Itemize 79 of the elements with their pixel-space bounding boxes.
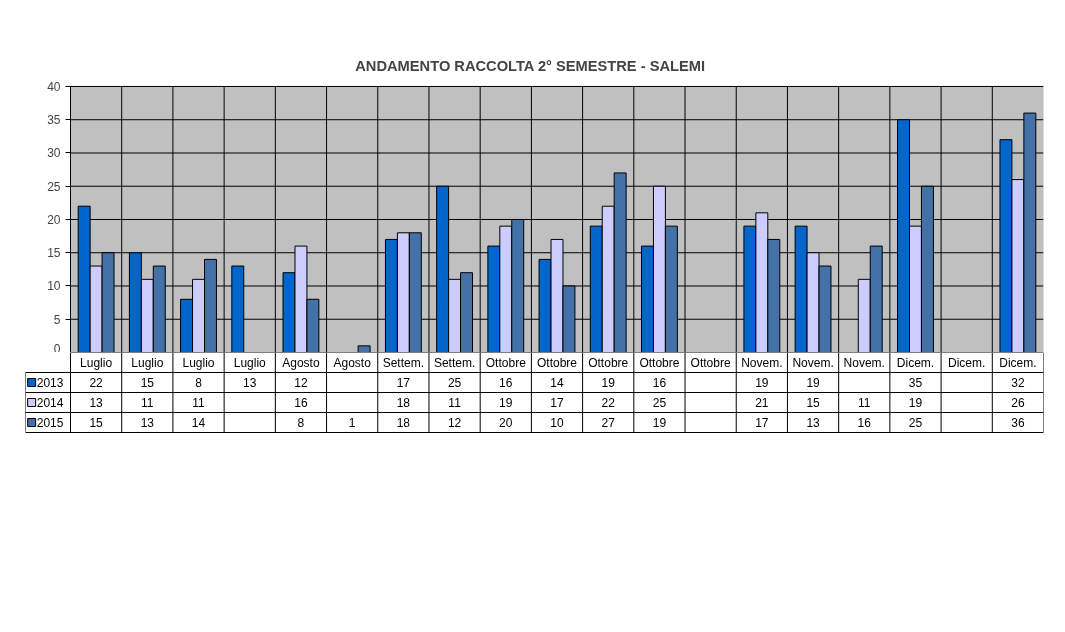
y-tick-label: 15 — [47, 246, 61, 261]
data-label: 15 — [89, 416, 104, 430]
data-label: 13 — [89, 396, 104, 410]
y-tick-label: 5 — [53, 312, 61, 327]
data-label: 12 — [294, 376, 308, 390]
y-tick-label: 30 — [47, 146, 61, 161]
x-tick-label: Agosto — [282, 355, 320, 370]
data-label: 22 — [89, 376, 104, 390]
y-tick-label: 0 — [53, 341, 61, 356]
data-label: 21 — [755, 396, 769, 410]
y-tick-label: 10 — [47, 279, 61, 294]
data-label: 12 — [447, 416, 462, 430]
x-tick-label: Luglio — [80, 355, 113, 370]
y-tick-label: 25 — [47, 179, 61, 194]
y-tick-label: 40 — [47, 79, 61, 94]
x-tick-label: Ottobre — [639, 355, 680, 370]
data-label: 35 — [908, 376, 923, 390]
data-label: 11 — [858, 396, 871, 410]
data-label: 16 — [652, 376, 667, 390]
x-tick-label: Dicem. — [948, 355, 986, 370]
data-label: 18 — [396, 416, 411, 430]
y-tick-label: 35 — [47, 113, 61, 128]
x-tick-label: Dicem. — [896, 355, 935, 370]
data-label: 1 — [348, 416, 356, 430]
data-label: 25 — [652, 396, 667, 410]
data-label: 17 — [755, 416, 769, 430]
data-label: 20 — [499, 416, 513, 430]
data-label: 19 — [601, 376, 616, 390]
x-tick-label: Settem. — [433, 355, 476, 370]
bar — [357, 345, 371, 352]
x-tick-label: Ottobre — [588, 355, 629, 370]
data-label: 32 — [1011, 376, 1025, 390]
x-tick-label: Agosto — [333, 355, 372, 370]
data-label: 19 — [755, 376, 769, 390]
x-tick-label: Ottobre — [690, 355, 731, 370]
data-label: 14 — [550, 376, 564, 390]
data-label: 25 — [447, 376, 462, 390]
data-label: 11 — [448, 396, 462, 410]
x-tick-label: Ottobre — [536, 355, 578, 370]
x-tick-label: Dicem. — [999, 355, 1037, 370]
data-label: 26 — [1011, 396, 1025, 410]
x-tick-label: Luglio — [233, 355, 267, 370]
chart-title: ANDAMENTO RACCOLTA 2° SEMESTRE - SALEMI — [355, 57, 706, 74]
x-tick-label: Novem. — [843, 355, 885, 370]
data-label: 8 — [195, 376, 203, 390]
data-label: 15 — [806, 396, 821, 410]
legend-label: 2014 — [36, 396, 64, 410]
y-tick-label: 20 — [47, 212, 61, 227]
data-label: 8 — [297, 416, 305, 430]
data-label: 22 — [601, 396, 616, 410]
data-label: 19 — [806, 376, 821, 390]
data-label: 15 — [140, 376, 155, 390]
data-label: 10 — [550, 416, 564, 430]
data-label: 27 — [601, 416, 616, 430]
data-label: 17 — [550, 396, 564, 410]
legend-label: 2015 — [36, 416, 64, 430]
data-label: 19 — [499, 396, 513, 410]
data-label: 16 — [499, 376, 513, 390]
x-tick-label: Novem. — [741, 355, 783, 370]
data-label: 16 — [294, 396, 308, 410]
data-label: 16 — [857, 416, 872, 430]
x-tick-label: Settem. — [382, 355, 425, 370]
legend-label: 2013 — [36, 376, 64, 390]
x-tick-label: Luglio — [131, 355, 164, 370]
data-label: 25 — [908, 416, 923, 430]
x-tick-label: Novem. — [792, 355, 834, 370]
data-label: 13 — [806, 416, 821, 430]
data-label: 36 — [1011, 416, 1025, 430]
data-label: 13 — [140, 416, 155, 430]
x-tick-label: Ottobre — [485, 355, 527, 370]
x-tick-label: Luglio — [182, 355, 215, 370]
data-label: 11 — [141, 396, 154, 410]
data-label: 11 — [192, 396, 206, 410]
data-label: 14 — [191, 416, 206, 430]
data-label: 13 — [243, 376, 257, 390]
data-label: 17 — [396, 376, 411, 390]
data-label: 19 — [908, 396, 923, 410]
data-label: 19 — [652, 416, 667, 430]
data-label: 18 — [396, 396, 411, 410]
